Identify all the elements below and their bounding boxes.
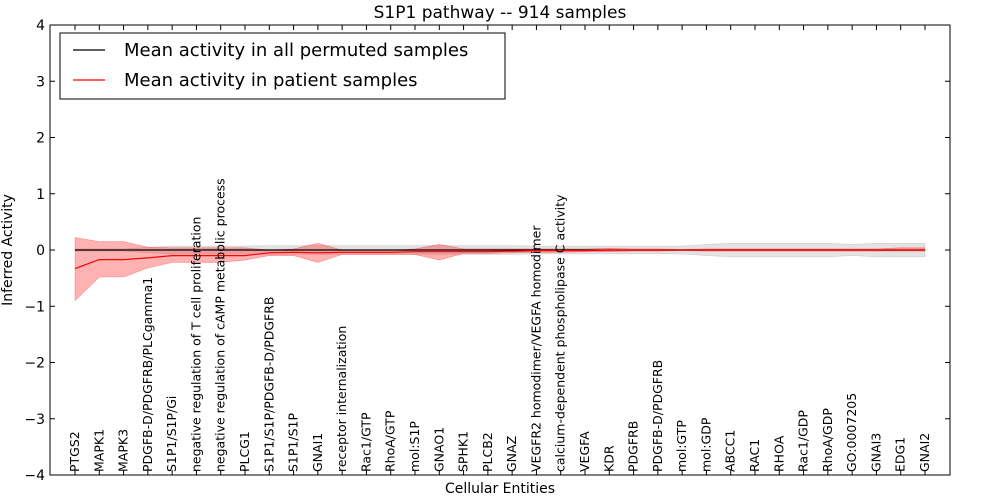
x-tick-label: Rac1/GTP (358, 412, 373, 472)
y-axis-title: Inferred Activity (0, 194, 16, 306)
y-tick-label: −4 (24, 468, 45, 484)
x-tick-label: VEGFR2 homodimer/VEGFA homodimer (528, 225, 543, 472)
y-tick-label: −3 (24, 412, 45, 428)
x-tick-label: S1P1/S1P (286, 413, 301, 472)
x-tick-label: mol:GTP (674, 420, 689, 472)
x-tick-label: RAC1 (747, 439, 762, 472)
x-tick-label: SPHK1 (456, 431, 471, 472)
y-tick-label: 3 (36, 74, 45, 90)
x-tick-label: calcium-dependent phospholipase C activi… (553, 194, 568, 472)
x-tick-label: ABCC1 (723, 430, 738, 472)
x-tick-label: negative regulation of cAMP metabolic pr… (213, 178, 228, 472)
y-tick-label: 4 (36, 18, 45, 34)
x-tick-label: MAPK1 (91, 429, 106, 472)
x-axis-title: Cellular Entities (445, 481, 555, 497)
x-tick-label: GO:0007205 (844, 393, 859, 472)
legend-label: Mean activity in patient samples (124, 70, 418, 91)
x-tick-label: S1P1/S1P/Gi (164, 396, 179, 472)
x-tick-label: mol:GDP (698, 417, 713, 472)
chart-title: S1P1 pathway -- 914 samples (374, 3, 627, 23)
legend-box (59, 32, 506, 100)
x-tick-label: EDG1 (893, 437, 908, 472)
x-tick-label: PLCB2 (480, 432, 495, 472)
x-tick-label: VEGFA (577, 431, 592, 472)
x-tick-label: Rac1/GDP (796, 410, 811, 472)
x-tick-label: GNAI2 (917, 433, 932, 472)
y-tick-label: 2 (36, 131, 45, 147)
y-tick-label: 1 (36, 187, 45, 203)
x-tick-label: MAPK3 (116, 429, 131, 472)
y-tick-label: −2 (24, 356, 45, 372)
x-tick-label: receptor internalization (334, 326, 349, 472)
x-tick-label: GNAI3 (868, 433, 883, 472)
x-tick-label: PDGFB-D/PDGFRB/PLCgamma1 (140, 277, 155, 472)
x-tick-label: S1P1/S1P/PDGFB-D/PDGFRB (261, 297, 276, 473)
x-tick-label: PLCG1 (237, 431, 252, 472)
x-tick-label: GNAI1 (310, 433, 325, 472)
axes: −4 −3 −2 −1 0 1 2 3 4 PTGS2 MAPK1 MAPK3 PDGFB-D/PDGF… (24, 18, 951, 484)
x-tick-label: GNAZ (504, 436, 519, 472)
x-tick-label: PDGFB-D/PDGFRB (650, 360, 665, 472)
plot-area (74, 237, 926, 302)
x-tick-label: PDGFRB (626, 421, 641, 472)
x-tick-label: PTGS2 (67, 431, 82, 472)
x-tick-label: RhoA/GTP (383, 410, 398, 472)
x-tick-label: RHOA (771, 435, 786, 472)
x-tick-label: negative regulation of T cell proliferat… (188, 217, 203, 472)
y-tick-label: −1 (24, 299, 45, 315)
x-tick-label: RhoA/GDP (820, 408, 835, 472)
y-tick-label: 0 (36, 243, 45, 259)
series-line-patient (74, 249, 925, 270)
x-tick-label: mol:S1P (407, 421, 422, 472)
x-tick-label: GNAO1 (431, 427, 446, 472)
legend-label: Mean activity in all permuted samples (124, 40, 468, 61)
x-tick-label: KDR (601, 445, 616, 472)
legend: Mean activity in all permuted samples Mea… (59, 32, 506, 100)
